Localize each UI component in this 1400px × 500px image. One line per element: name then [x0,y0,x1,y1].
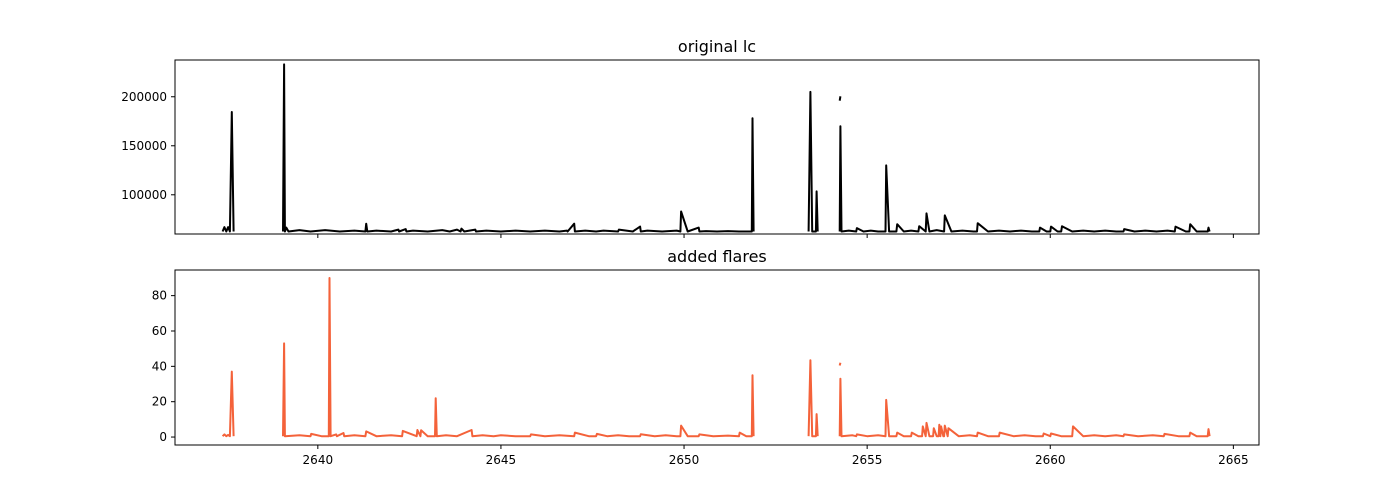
series-line-original-lc-segment-5 [838,125,1211,233]
x-tick-label-added-flares: 2640 [303,453,334,467]
y-tick-label-original-lc: 150000 [121,139,167,153]
y-tick-label-original-lc: 200000 [121,90,167,104]
y-tick-label-added-flares: 80 [152,289,167,303]
x-tick-label-added-flares: 2655 [852,453,883,467]
series-line-original-lc-segment-2 [282,63,755,233]
series-line-added-flares-segment-5 [838,377,1211,438]
subplot-original-lc: original lc 100000 150000 200000 [121,37,1260,238]
series-line-added-flares-segment-1 [221,370,235,438]
y-axis-added-flares: 0 20 40 60 80 [152,289,175,444]
y-tick-label-original-lc: 100000 [121,188,167,202]
x-tick-label-added-flares: 2660 [1035,453,1066,467]
axes-frame-added-flares [174,269,1260,446]
series-line-added-flares-segment-3 [807,359,819,438]
series-line-original-lc-segment-4 [838,96,842,101]
y-tick-label-added-flares: 60 [152,324,167,338]
x-tick-label-added-flares: 2645 [486,453,517,467]
y-tick-label-added-flares: 0 [159,430,167,444]
series-added-flares [221,277,1211,438]
axes-frame-original-lc [174,59,1260,235]
x-axis-original-lc [317,234,1234,238]
series-line-original-lc-segment-3 [807,90,819,233]
y-axis-original-lc: 100000 150000 200000 [121,90,175,202]
series-line-original-lc-segment-1 [221,111,235,233]
series-line-added-flares-segment-4 [838,362,842,366]
x-tick-label-added-flares: 2650 [669,453,700,467]
y-tick-label-added-flares: 20 [152,395,167,409]
x-axis-added-flares: 2640 2645 2650 2655 2660 2665 [303,445,1249,467]
subplot-title-original-lc: original lc [678,37,756,56]
x-tick-label-added-flares: 2665 [1218,453,1249,467]
series-original-lc [221,63,1211,233]
series-line-added-flares-segment-2 [282,277,755,438]
subplot-title-added-flares: added flares [667,247,767,266]
y-tick-label-added-flares: 40 [152,359,167,373]
